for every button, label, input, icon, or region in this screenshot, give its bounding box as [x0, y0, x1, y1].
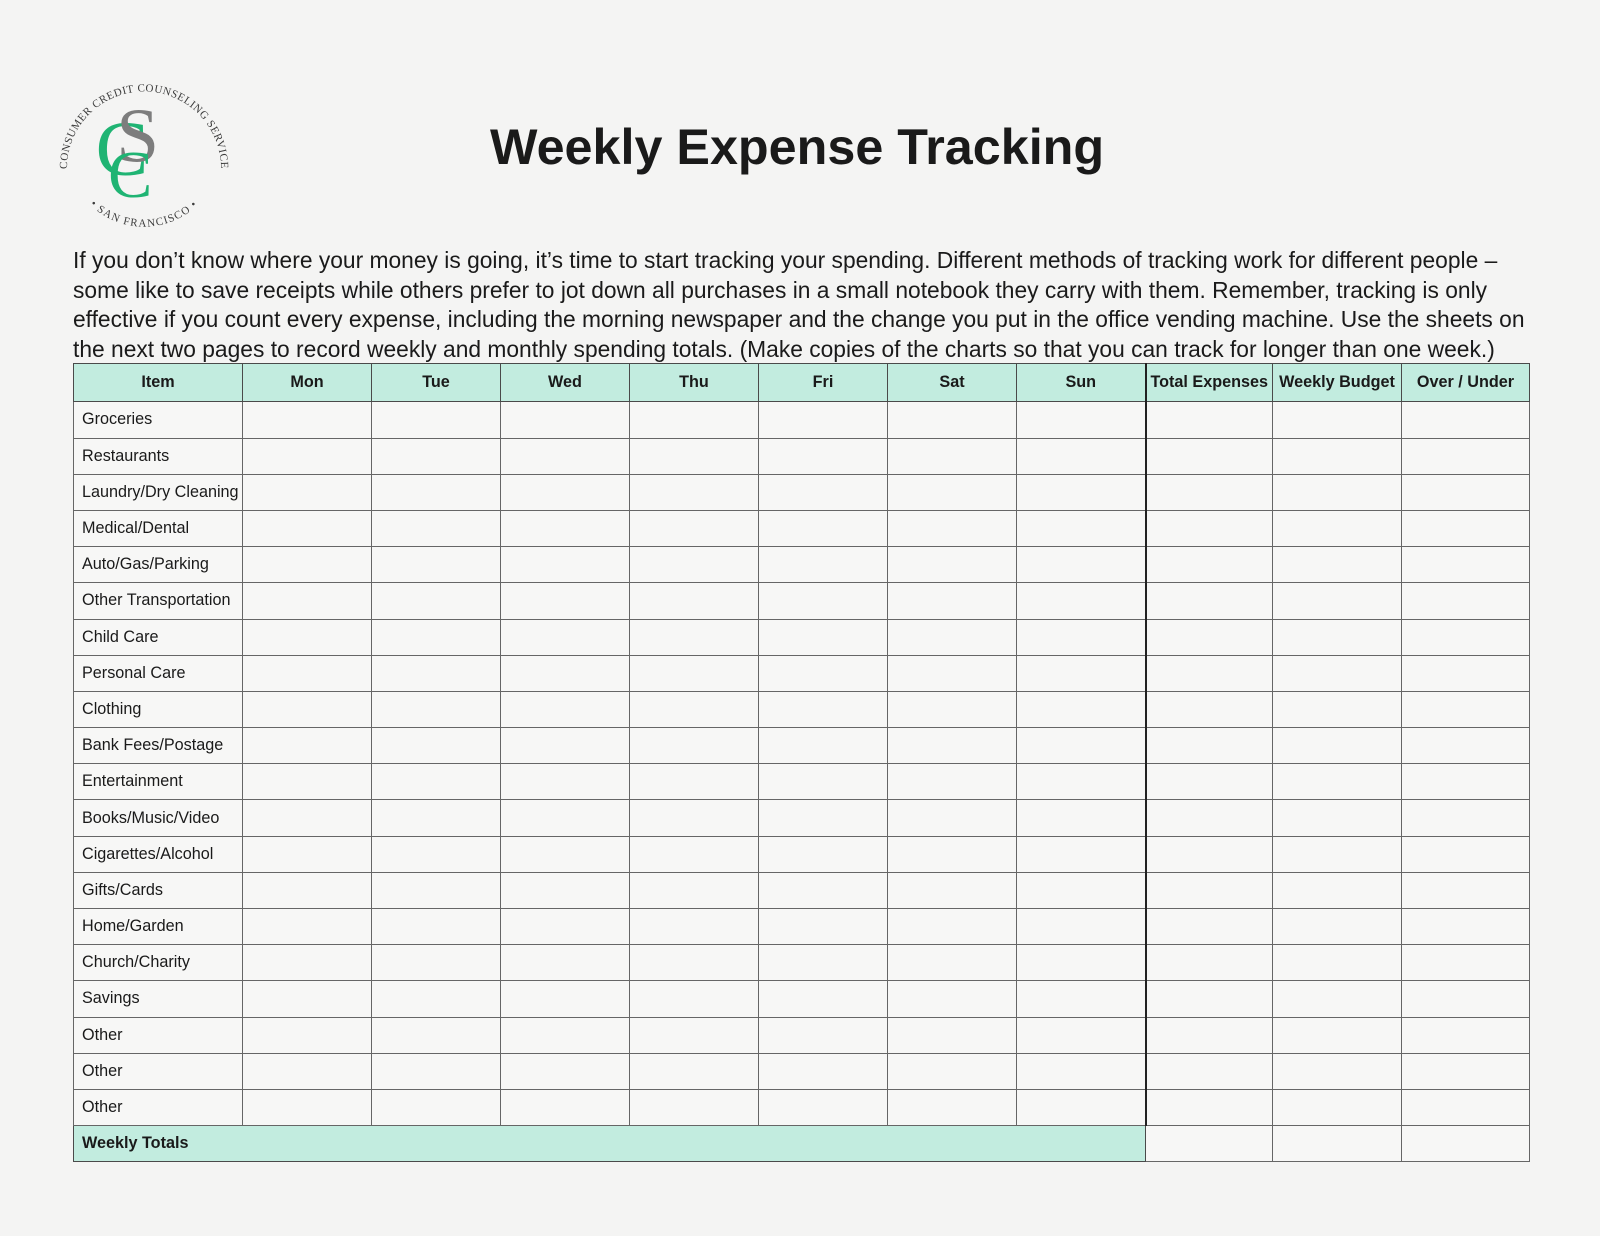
svg-text:C: C [108, 139, 152, 212]
